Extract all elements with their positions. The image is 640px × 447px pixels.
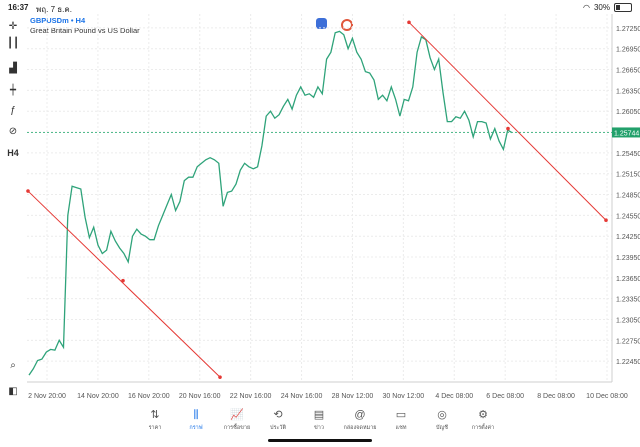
one-click-trading-icon[interactable]: [316, 18, 327, 29]
trendline[interactable]: [408, 21, 607, 221]
bottom-tab-bar: ⇅ ราคา ⫼ กราฟ 📈 การซื้อขาย ⟲ ประวัติ ▤ ข่าว @ กล่อง…: [0, 404, 640, 447]
x-tick-label: 6 Dec 08:00: [486, 393, 524, 400]
symbol-name[interactable]: GBPUSDm • H4: [30, 16, 86, 25]
status-bar: 16:37 พฤ. 7 ธ.ค. ◠ 30%: [0, 0, 640, 14]
y-tick-label: 1.22450: [616, 359, 640, 366]
news-icon: ▤: [313, 409, 325, 421]
zoom-icon[interactable]: ⌕: [10, 359, 16, 371]
tab-label: แชท: [395, 425, 407, 431]
tab-label: การตั้งค่า: [471, 425, 495, 431]
crosshair-icon[interactable]: ✛: [8, 20, 18, 32]
y-tick-label: 1.26050: [616, 109, 640, 116]
trendline-handle[interactable]: [218, 375, 222, 379]
y-tick-label: 1.24250: [616, 234, 640, 241]
tab-quotes[interactable]: ⇅ ราคา: [135, 408, 175, 432]
battery-percent: 30%: [593, 3, 610, 12]
x-tick-label: 24 Nov 16:00: [281, 393, 323, 400]
status-time: 16:37: [8, 3, 29, 12]
tab-label: กล่องจดหมาย: [343, 425, 377, 431]
tab-label: ข่าว: [314, 425, 324, 431]
quotes-icon: ⇅: [150, 409, 160, 421]
chart-toolbar: ✛ ┃┃ ▟ ┿ ƒ ⊘ H4 ⌕ ◧: [0, 14, 26, 409]
symbol-description: Great Britain Pound vs US Dollar: [30, 26, 140, 35]
y-tick-label: 1.23950: [616, 255, 640, 262]
y-tick-label: 1.26950: [616, 47, 640, 54]
x-tick-label: 16 Nov 20:00: [128, 393, 170, 400]
battery-icon: [614, 3, 632, 12]
x-tick-label: 4 Dec 08:00: [435, 393, 473, 400]
tab-settings[interactable]: ⚙ การตั้งค่า: [463, 408, 503, 432]
tab-history[interactable]: ⟲ ประวัติ: [258, 408, 298, 432]
trade-icon: 📈: [230, 409, 244, 421]
y-tick-label: 1.23350: [616, 297, 640, 304]
symbol-header: GBPUSDm • H4 Great Britain Pound vs US D…: [30, 16, 140, 36]
objects-icon[interactable]: ┿: [9, 84, 17, 96]
y-tick-label: 1.24850: [616, 193, 640, 200]
x-tick-label: 20 Nov 16:00: [179, 393, 221, 400]
shapes-icon[interactable]: ⊘: [8, 125, 18, 137]
y-tick-label: 1.24550: [616, 213, 640, 220]
home-indicator[interactable]: [268, 439, 372, 442]
tab-label: บัญชี: [436, 425, 448, 431]
chart-icon: ⫼: [193, 409, 199, 421]
history-icon: ⟲: [273, 409, 283, 421]
x-tick-label: 30 Nov 12:00: [383, 393, 425, 400]
x-tick-label: 8 Dec 08:00: [537, 393, 575, 400]
function-icon[interactable]: ƒ: [10, 104, 16, 116]
y-tick-label: 1.25450: [616, 151, 640, 158]
price-line-series: [28, 30, 513, 376]
x-tick-label: 22 Nov 16:00: [230, 393, 272, 400]
tab-account[interactable]: ◎ บัญชี: [422, 408, 462, 432]
mailbox-icon: @: [354, 409, 366, 421]
chat-icon: ▭: [395, 409, 407, 421]
current-price-label: 1.25744: [614, 130, 639, 137]
tab-label: ประวัติ: [269, 425, 287, 431]
candlestick-type-icon[interactable]: ┃┃: [6, 37, 20, 49]
wifi-icon: ◠: [583, 3, 590, 12]
tab-label: ราคา: [148, 425, 162, 431]
trendline-handle[interactable]: [604, 218, 608, 223]
tab-news[interactable]: ▤ ข่าว: [299, 408, 339, 432]
y-tick-label: 1.25150: [616, 172, 640, 179]
status-right: ◠ 30%: [583, 3, 632, 12]
tab-chat[interactable]: ▭ แชท: [381, 408, 421, 432]
timeframe-button[interactable]: H4: [7, 148, 19, 158]
y-tick-label: 1.22750: [616, 338, 640, 345]
x-tick-label: 28 Nov 12:00: [332, 393, 374, 400]
x-tick-label: 14 Nov 20:00: [77, 393, 119, 400]
trendline-handle[interactable]: [121, 278, 125, 283]
trendline[interactable]: [27, 190, 221, 378]
tab-mailbox[interactable]: @ กล่องจดหมาย: [340, 408, 380, 432]
y-tick-label: 1.27250: [616, 26, 640, 33]
trendline-handle[interactable]: [407, 20, 411, 25]
trendline-handle[interactable]: [26, 189, 30, 193]
y-tick-label: 1.23050: [616, 318, 640, 325]
x-tick-label: 2 Nov 20:00: [28, 393, 66, 400]
y-tick-label: 1.26650: [616, 68, 640, 75]
y-tick-label: 1.26350: [616, 88, 640, 95]
current-price-tag: [612, 127, 640, 138]
tab-label: กราฟ: [189, 425, 203, 431]
trading-app-icon[interactable]: ◧: [8, 385, 18, 397]
account-icon: ◎: [437, 409, 447, 421]
status-date: พฤ. 7 ธ.ค.: [36, 5, 72, 14]
tab-label: การซื้อขาย: [223, 425, 251, 431]
y-tick-label: 1.23650: [616, 276, 640, 283]
settings-icon: ⚙: [478, 409, 488, 421]
trendline-handle[interactable]: [506, 126, 510, 131]
x-tick-label: 10 Dec 08:00: [586, 393, 628, 400]
tab-trade[interactable]: 📈 การซื้อขาย: [217, 408, 257, 432]
price-chart[interactable]: 1.27250 1.26950 1.26650 1.26350 1.26050 1.257…: [0, 14, 640, 409]
tab-chart[interactable]: ⫼ กราฟ: [176, 408, 216, 432]
indicators-icon[interactable]: ▟: [9, 62, 17, 74]
